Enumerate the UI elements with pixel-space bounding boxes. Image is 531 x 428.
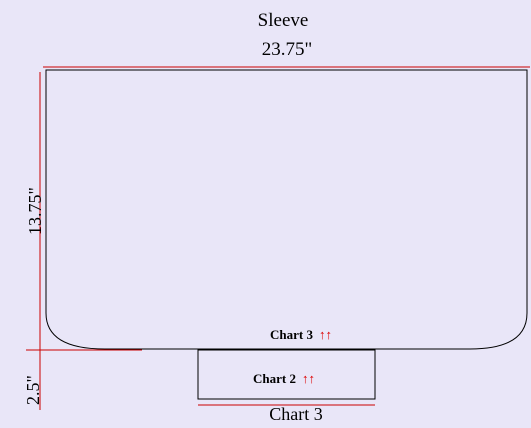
lower-chart-text: Chart 2: [253, 371, 296, 386]
height-measurement-label: 13.75": [25, 187, 45, 235]
bottom-chart-label: Chart 3: [269, 404, 323, 424]
upper-chart-arrows-icon: ↑↑: [319, 327, 332, 342]
upper-chart-label: Chart 3 ↑↑: [270, 327, 332, 342]
lower-chart-arrows-icon: ↑↑: [302, 371, 315, 386]
upper-chart-text: Chart 3: [270, 327, 313, 342]
cuff-height-measurement-label: 2.5": [23, 375, 43, 405]
sleeve-body-outline: [45, 69, 528, 350]
diagram-title: Sleeve: [258, 10, 309, 31]
width-measurement-label: 23.75": [262, 39, 313, 60]
lower-chart-label: Chart 2 ↑↑: [253, 371, 315, 386]
cuff-outline: [197, 349, 376, 400]
